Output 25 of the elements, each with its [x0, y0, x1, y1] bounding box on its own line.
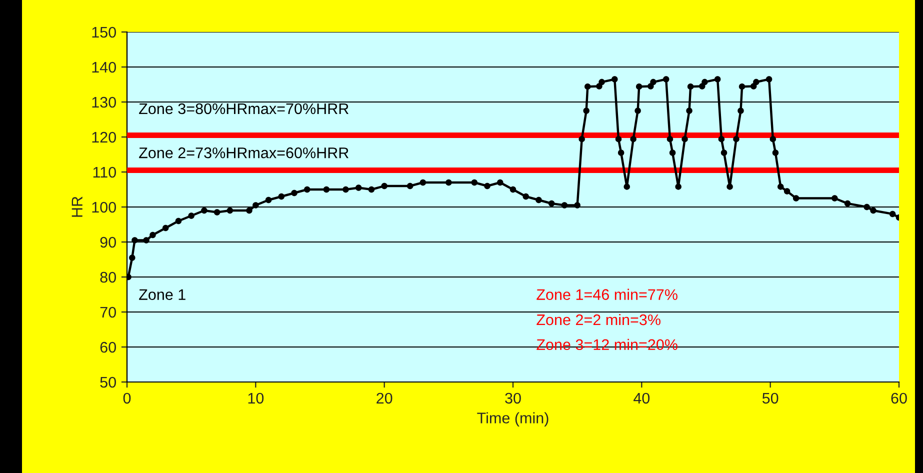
- y-tick-label: 110: [93, 166, 116, 178]
- y-tick-label: 60: [100, 342, 116, 353]
- y-tick-label: 140: [92, 62, 116, 73]
- y-axis-title: HR: [72, 196, 82, 217]
- annotation: Zone 3=80%HRmax=70%HRR: [139, 103, 348, 114]
- x-tick-label: 40: [634, 392, 650, 404]
- annotation: Zone 1=46 min=77%: [536, 288, 678, 300]
- x-axis-title: Time (min): [477, 412, 548, 426]
- y-tick-label: 150: [92, 26, 116, 38]
- y-tick-label: 70: [100, 306, 116, 318]
- x-tick-label: 50: [762, 392, 778, 404]
- x-tick-label: 30: [505, 392, 521, 404]
- y-tick-label: 90: [100, 236, 116, 248]
- y-tick-label: 130: [92, 96, 116, 108]
- x-tick-label: 0: [123, 392, 131, 404]
- y-tick-label: 120: [92, 132, 116, 143]
- x-tick-label: 20: [376, 392, 392, 404]
- annotation: Zone 2=2 min=3%: [536, 314, 660, 326]
- annotation: Zone 1: [139, 289, 186, 300]
- x-tick-label: 60: [891, 392, 907, 404]
- y-tick-label: 100: [92, 202, 116, 213]
- y-tick-label: 80: [100, 272, 116, 283]
- y-tick-label: 50: [100, 376, 116, 388]
- annotation: Zone 2=73%HRmax=60%HRR: [139, 147, 348, 158]
- x-tick-label: 10: [248, 392, 264, 404]
